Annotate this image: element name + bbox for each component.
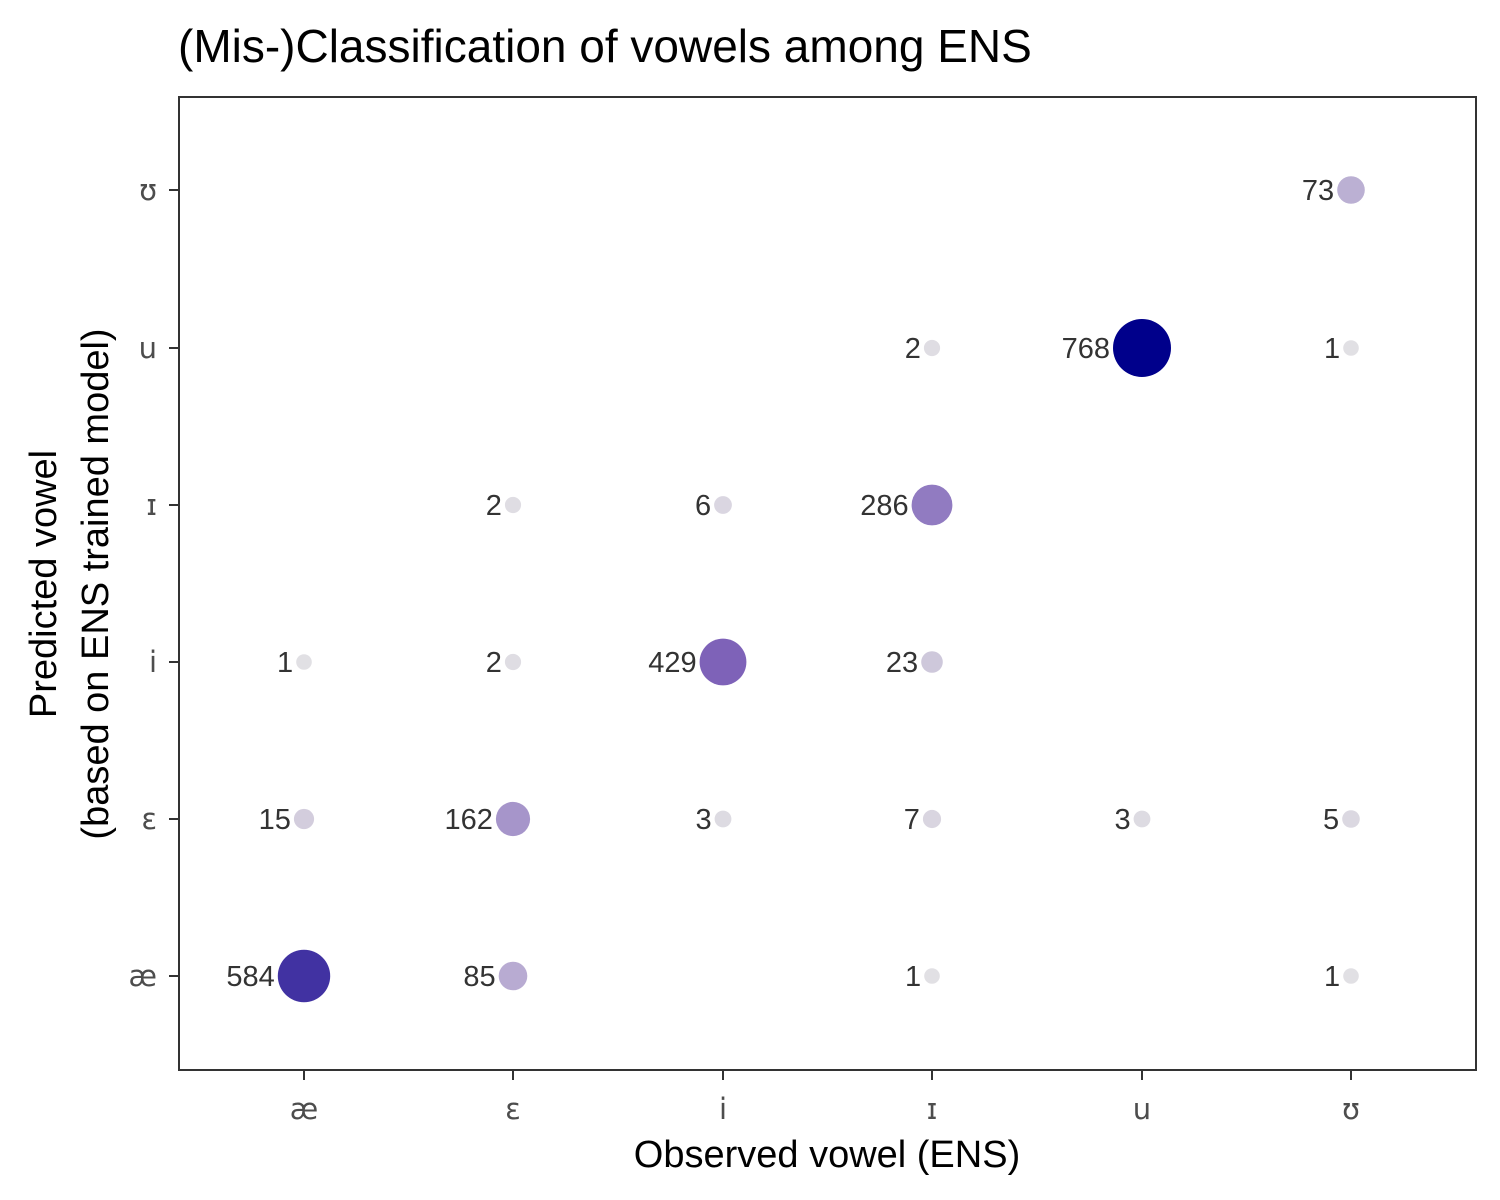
y-axis-title-line-1: Predicted vowel: [23, 450, 65, 718]
data-label: 7: [904, 804, 920, 836]
plot-panel: [178, 96, 1477, 1071]
data-label: 5: [1323, 804, 1339, 836]
data-point: [293, 808, 315, 830]
data-point: [1337, 176, 1365, 204]
y-tick-label: u: [139, 331, 157, 365]
data-label: 1: [277, 647, 293, 679]
data-point: [296, 654, 312, 670]
data-point: [1343, 968, 1359, 984]
x-axis-title: Observed vowel (ENS): [634, 1134, 1020, 1176]
x-tick-label: ʊ: [1342, 1092, 1360, 1126]
data-point: [504, 496, 522, 514]
data-label: 2: [905, 333, 921, 365]
y-tick-label: ɪ: [146, 488, 157, 522]
data-point: [1133, 810, 1151, 828]
data-label: 1: [905, 961, 921, 993]
y-axis: æ ɛ i ɪ u ʊ: [129, 173, 179, 993]
y-tick-label: i: [149, 645, 157, 679]
data-label: 15: [259, 804, 291, 836]
data-label: 286: [860, 490, 908, 522]
data-point: [714, 810, 732, 828]
data-point: [699, 638, 747, 686]
data-label: 1: [1324, 333, 1340, 365]
data-label: 584: [226, 961, 274, 993]
data-point: [504, 653, 522, 671]
y-tick-label: ɛ: [141, 802, 157, 836]
data-point: [498, 961, 528, 991]
data-point: [911, 484, 953, 526]
data-label: 6: [695, 490, 711, 522]
data-label: 162: [445, 804, 493, 836]
data-point: [495, 801, 531, 837]
data-label: 23: [886, 647, 918, 679]
data-label: 73: [1302, 175, 1334, 207]
data-point: [1343, 340, 1359, 356]
x-tick-label: ɪ: [927, 1092, 938, 1126]
x-tick-label: ɛ: [505, 1092, 521, 1126]
x-tick-label: æ: [290, 1092, 318, 1126]
data-point: [277, 949, 331, 1003]
data-label: 1: [1324, 961, 1340, 993]
data-point: [1342, 810, 1360, 828]
x-tick-label: u: [1133, 1092, 1151, 1126]
data-label: 85: [463, 961, 495, 993]
data-point: [921, 651, 943, 673]
data-label: 768: [1062, 333, 1110, 365]
data-point: [1113, 319, 1171, 377]
data-label: 3: [695, 804, 711, 836]
data-label: 429: [648, 647, 696, 679]
x-tick-label: i: [719, 1092, 727, 1126]
y-axis-title-line-2: (based on ENS trained model): [75, 328, 117, 839]
data-label: 2: [486, 647, 502, 679]
y-tick-label: æ: [129, 959, 157, 993]
data-label: 2: [486, 490, 502, 522]
data-label: 3: [1114, 804, 1130, 836]
y-tick-label: ʊ: [139, 173, 157, 207]
chart-title: (Mis-)Classification of vowels among ENS: [178, 20, 1032, 72]
data-point: [714, 496, 732, 514]
data-point: [923, 339, 941, 357]
data-point: [924, 968, 940, 984]
data-point: [922, 809, 942, 829]
